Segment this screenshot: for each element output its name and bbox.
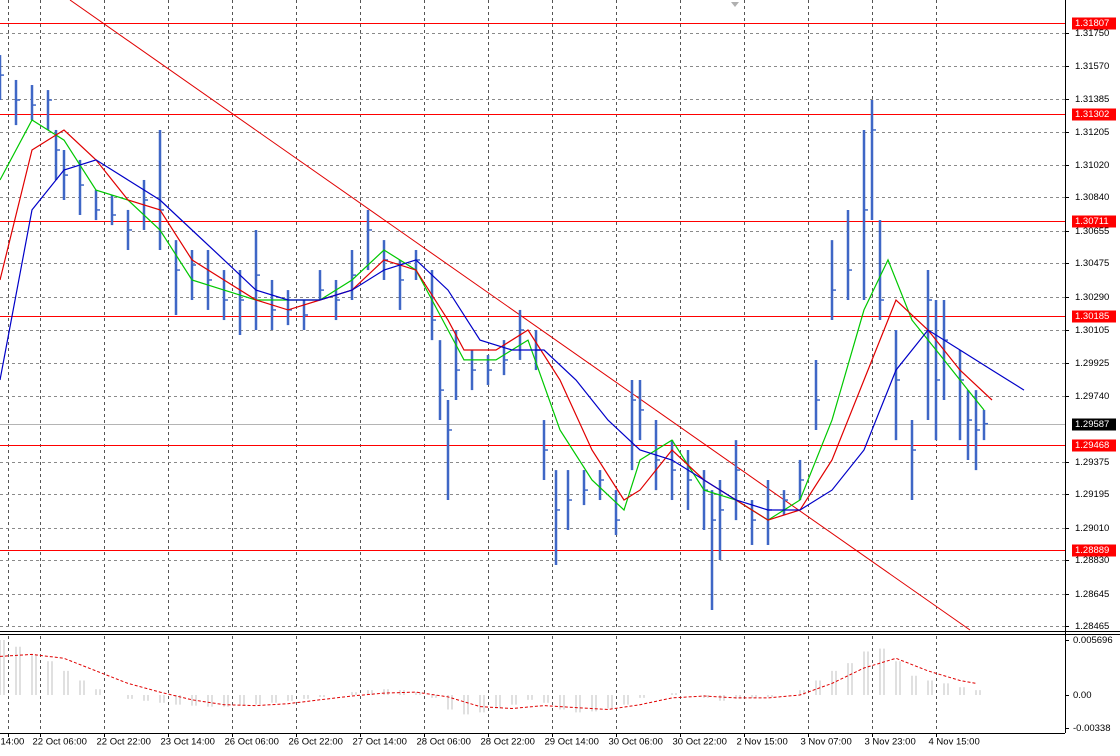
level-label: 1.28889 [1075,545,1109,556]
y-tick-label: 1.31205 [1075,127,1109,138]
level-label: 1.31807 [1075,18,1109,29]
level-box [1072,544,1116,557]
level-label: 1.30185 [1075,311,1109,322]
x-tick-label: 28 Oct 06:00 [417,737,471,748]
level-label: 1.29468 [1075,440,1109,451]
x-tick-label: 3 Nov 07:00 [801,737,852,748]
x-tick-label: 4 Nov 15:00 [929,737,980,748]
x-tick-label: 30 Oct 06:00 [609,737,663,748]
x-tick-label: 26 Oct 22:00 [289,737,343,748]
x-tick-label: 14:00 [1,737,25,748]
y-tick-label: -0.00338 [1073,723,1111,734]
signal-line [0,653,977,711]
x-tick-label: 30 Oct 22:00 [673,737,727,748]
level-box [1072,215,1116,228]
x-tick-label: 3 Nov 23:00 [865,737,916,748]
level-label: 1.30711 [1075,216,1109,227]
y-tick-label: 1.30655 [1075,226,1109,237]
y-tick-label: 1.29740 [1075,391,1109,402]
x-tick-label: 29 Oct 14:00 [545,737,599,748]
x-tick-label: 22 Oct 06:00 [33,737,87,748]
x-tick-label: 26 Oct 06:00 [225,737,279,748]
y-tick-label: 0.005696 [1073,635,1113,646]
current-price-box [1072,418,1116,431]
y-tick-label: 1.31570 [1075,61,1109,72]
y-tick-label: 1.29375 [1075,457,1109,468]
x-tick-label: 23 Oct 14:00 [161,737,215,748]
level-label: 1.31302 [1075,109,1109,120]
x-tick-label: 27 Oct 14:00 [353,737,407,748]
price-panel [0,0,1065,631]
y-tick-label: 1.30105 [1075,325,1109,336]
y-tick-label: 1.29195 [1075,489,1109,500]
x-tick-label: 2 Nov 15:00 [737,737,788,748]
current-price-label: 1.29587 [1075,419,1109,430]
y-tick-label: 1.28465 [1075,621,1109,632]
shift-marker [731,2,739,7]
x-tick-label: 22 Oct 22:00 [97,737,151,748]
y-tick-label: 0.00 [1073,690,1092,701]
y-tick-label: 1.30840 [1075,192,1109,203]
oscillator-panel [0,636,981,732]
moving-average [0,129,993,521]
level-box [1072,17,1116,30]
level-box [1072,108,1116,121]
level-box [1072,310,1116,323]
y-tick-label: 1.30290 [1075,292,1109,303]
y-tick-label: 1.29010 [1075,523,1109,534]
level-box [1072,439,1116,452]
y-tick-label: 1.29925 [1075,358,1109,369]
moving-average [0,159,1025,511]
x-tick-label: 28 Oct 22:00 [481,737,535,748]
y-tick-label: 1.28645 [1075,589,1109,600]
y-tick-label: 1.30475 [1075,258,1109,269]
y-tick-label: 1.31750 [1075,28,1109,39]
y-tick-label: 1.31385 [1075,94,1109,105]
y-tick-label: 1.28830 [1075,555,1109,566]
y-tick-label: 1.31020 [1075,160,1109,171]
